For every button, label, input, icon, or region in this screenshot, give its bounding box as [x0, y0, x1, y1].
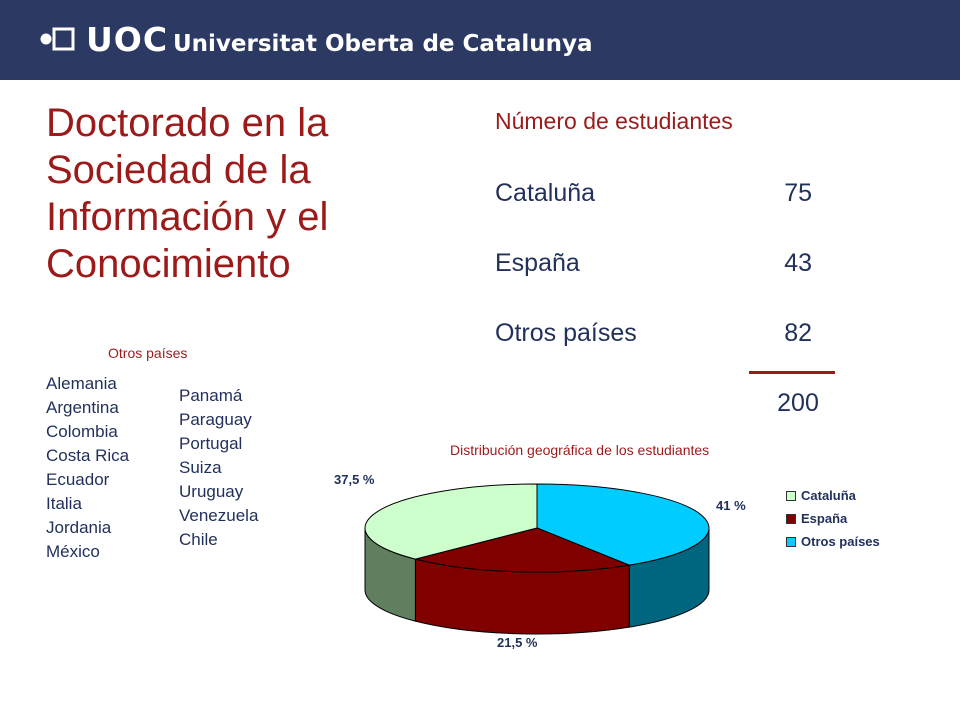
- pie-label-espana: 21,5 %: [497, 635, 538, 650]
- pie-sides: [364, 527, 710, 635]
- country-item: Uruguay: [179, 482, 244, 501]
- country-item: Portugal: [179, 434, 243, 453]
- institution-name: Universitat Oberta de Catalunya: [173, 31, 593, 57]
- country-item: Costa Rica: [46, 446, 130, 465]
- country-item: Paraguay: [179, 410, 252, 429]
- pie-label-otros: 41 %: [716, 498, 746, 513]
- other-countries-heading: Otros países: [108, 345, 188, 361]
- stat-value-cataluna: 75: [784, 179, 812, 207]
- country-item: Colombia: [46, 422, 118, 441]
- title-line: Doctorado en la: [46, 101, 329, 145]
- pie-slice-españa: [415, 527, 632, 573]
- pie-label-cataluna: 37,5 %: [334, 472, 375, 487]
- legend-swatch: [786, 514, 796, 524]
- title-line: Conocimiento: [46, 242, 291, 286]
- country-item: Suiza: [179, 458, 222, 477]
- country-item: Italia: [46, 494, 82, 513]
- logo-wordmark: UOC: [86, 20, 169, 59]
- stat-label-espana: España: [495, 249, 580, 277]
- stat-total: 200: [777, 389, 819, 417]
- country-item: Alemania: [46, 374, 117, 393]
- stat-value-otros: 82: [784, 319, 812, 347]
- country-item: Panamá: [179, 386, 243, 405]
- country-list-column-1: Alemania Argentina Colombia Costa Rica E…: [46, 372, 129, 564]
- page-title: Doctorado en la Sociedad de la Informaci…: [46, 100, 386, 288]
- legend-label: España: [801, 511, 848, 526]
- country-item: México: [46, 542, 100, 561]
- legend-swatch: [786, 537, 796, 547]
- stat-label-cataluna: Cataluña: [495, 179, 596, 207]
- country-item: Ecuador: [46, 470, 110, 489]
- legend-label: Otros países: [801, 534, 880, 549]
- country-item: Chile: [179, 530, 218, 549]
- title-line: Sociedad de la: [46, 148, 311, 192]
- country-item: Venezuela: [179, 506, 259, 525]
- uoc-logo-icon: [40, 27, 75, 51]
- sum-divider: [749, 371, 835, 374]
- pie-tops: [364, 483, 710, 573]
- header-bar: UOC Universitat Oberta de Catalunya: [0, 0, 960, 80]
- country-item: Argentina: [46, 398, 119, 417]
- country-list-column-2: Panamá Paraguay Portugal Suiza Uruguay V…: [179, 384, 258, 552]
- students-heading: Número de estudiantes: [495, 108, 733, 134]
- stat-value-espana: 43: [784, 249, 812, 277]
- title-line: Información y el: [46, 195, 329, 239]
- chart-title: Distribución geográfica de los estudiant…: [450, 442, 710, 458]
- legend-label: Cataluña: [801, 488, 856, 503]
- stat-label-otros: Otros países: [495, 319, 637, 347]
- country-item: Jordania: [46, 518, 112, 537]
- pie-slice-cataluña: [364, 483, 538, 560]
- legend-swatch: [786, 491, 796, 501]
